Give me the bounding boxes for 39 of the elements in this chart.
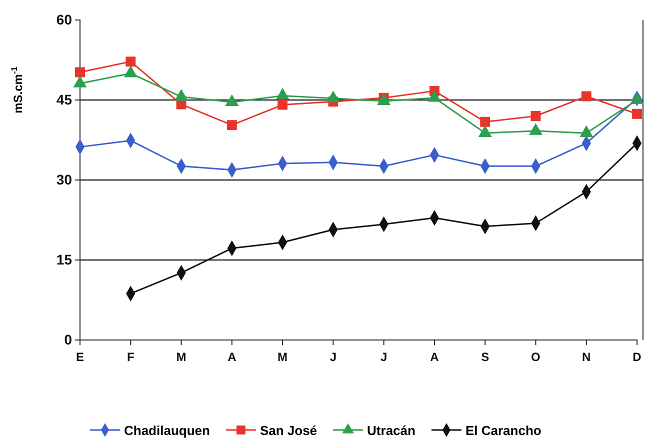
y-tick-label: 60 [56,11,72,28]
point [174,90,188,101]
point [428,90,441,102]
point [480,116,490,127]
y-tick-label: 0 [64,331,72,348]
x-tick-label: F [126,350,134,364]
x-tick-label: O [531,350,540,364]
point [126,56,136,67]
point [276,88,289,100]
y-tick-label: 30 [56,171,72,188]
x-tick-label: M [278,350,288,364]
x-tick-label: M [176,350,186,364]
y-tick-label: 45 [56,91,72,108]
x-tick-label: A [430,350,440,364]
point [529,124,542,135]
point [75,67,85,78]
x-tick-label: A [228,350,237,364]
x-tick-label: N [582,350,591,364]
point [278,100,288,110]
legend-label: Chadilauquen [124,423,210,438]
point [74,76,86,88]
point [581,91,592,102]
point [478,126,492,137]
legend-label: Utracán [367,423,416,438]
point [632,108,642,119]
x-tick-label: J [380,350,388,364]
point [226,120,237,130]
x-tick-label: D [632,350,642,364]
x-tick-label: E [76,350,84,364]
point [326,91,340,102]
x-tick-label: S [481,350,490,364]
point [124,66,138,78]
point [580,126,593,137]
point [226,94,238,106]
legend-label: San José [260,423,318,438]
legend-label: El Carancho [465,423,542,438]
y-tick-label: 15 [56,251,72,268]
x-tick-label: J [330,350,337,364]
point [530,111,541,121]
